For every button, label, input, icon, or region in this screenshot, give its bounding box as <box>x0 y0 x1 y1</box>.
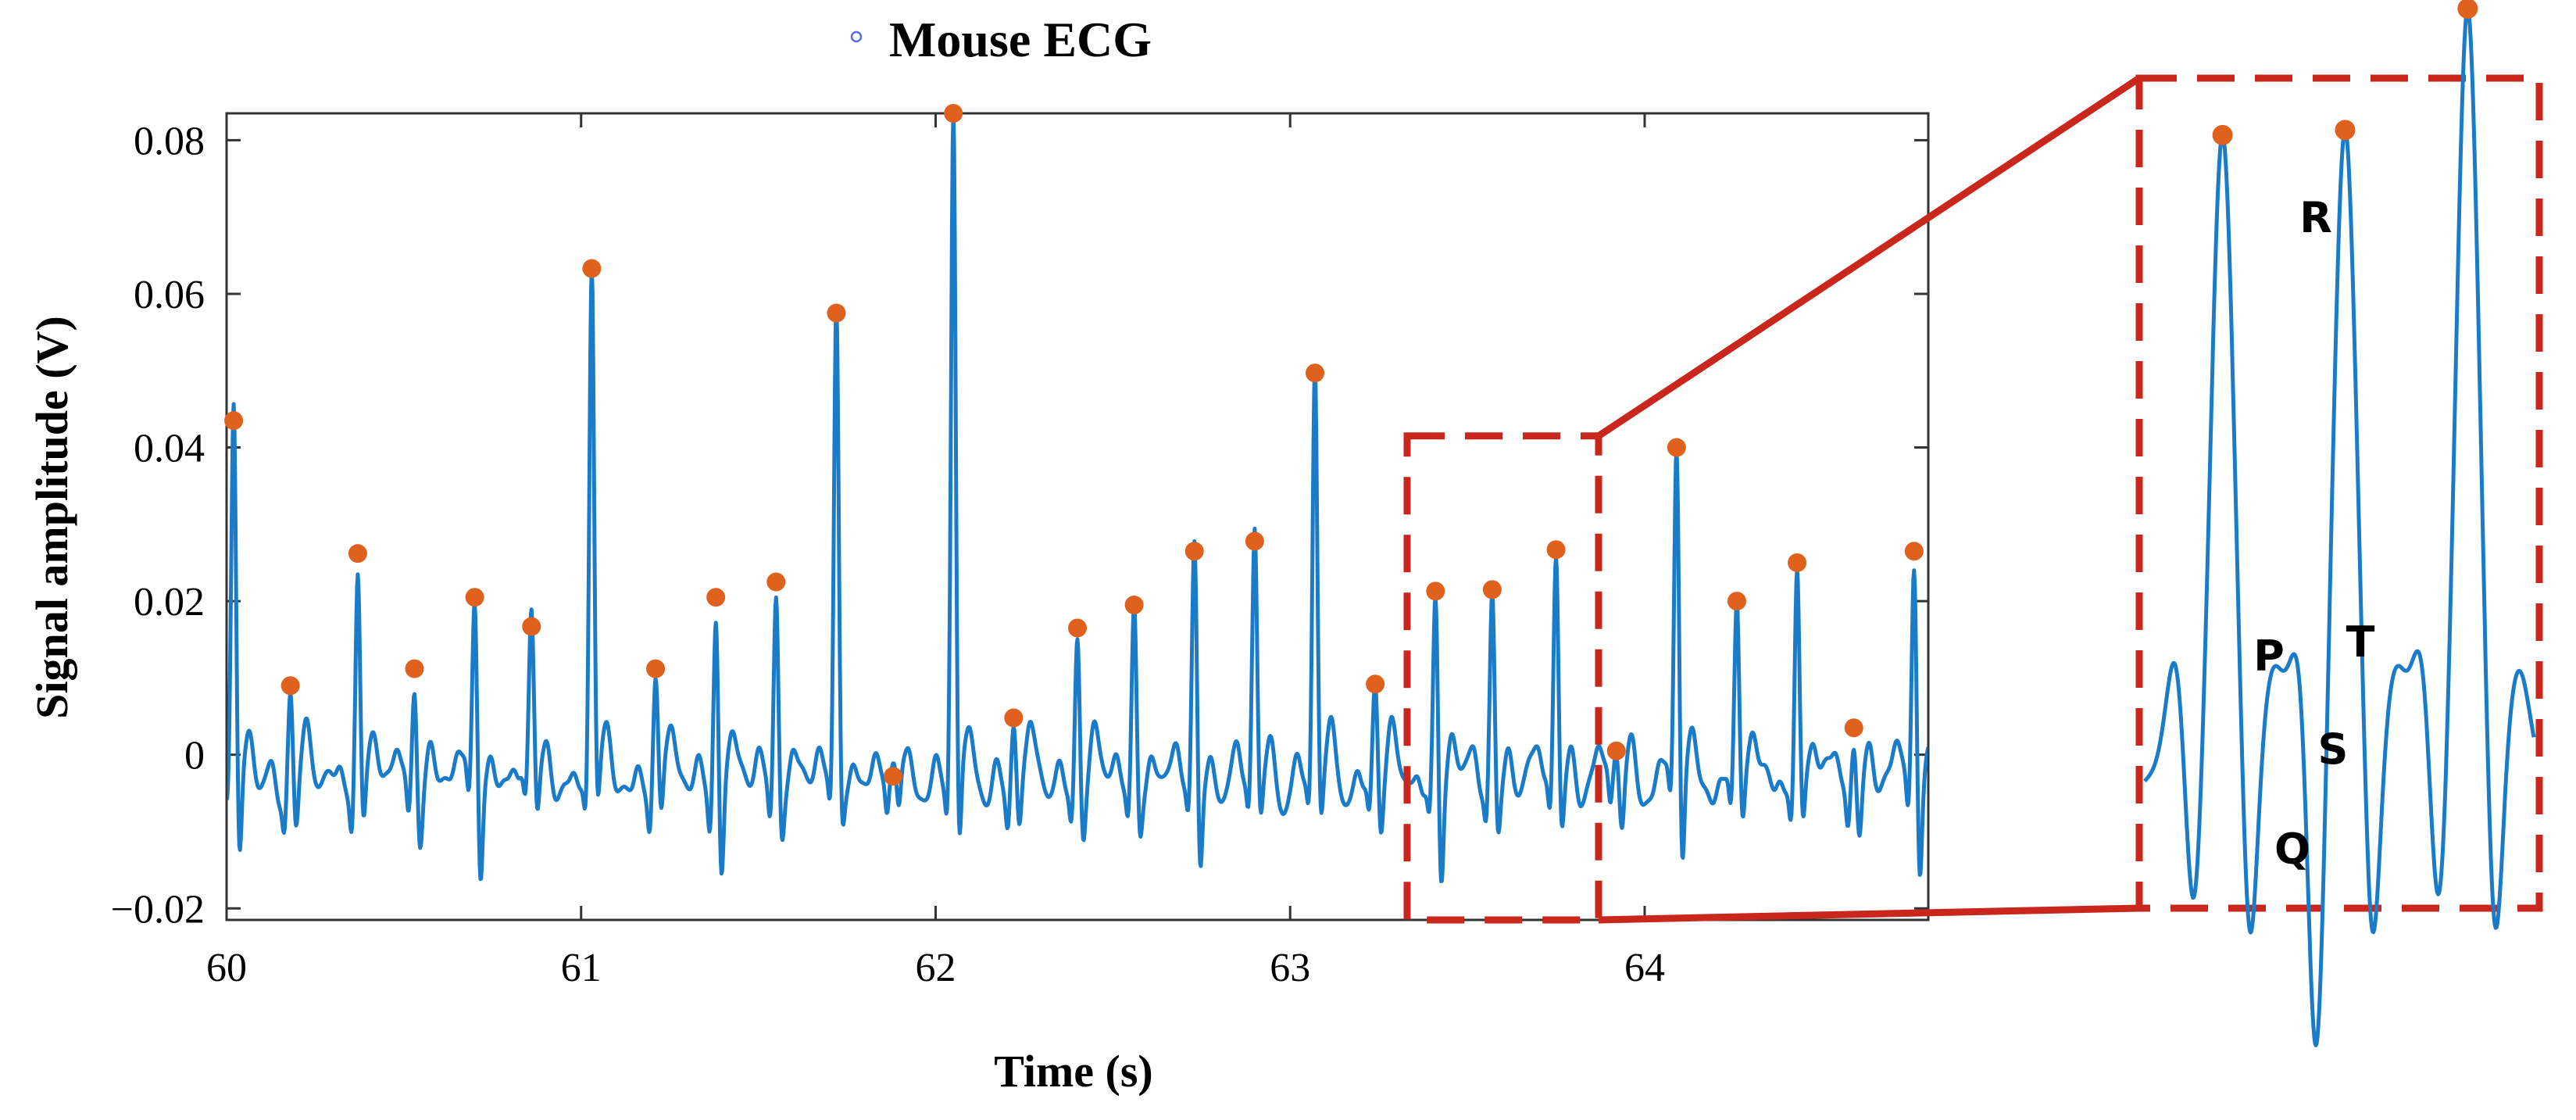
peak-marker <box>884 767 903 786</box>
x-tick-label: 64 <box>1624 946 1665 990</box>
inset-peak-markers <box>2212 0 2478 145</box>
peak-marker <box>766 572 786 592</box>
peak-marker <box>348 544 367 564</box>
legend-marker-icon <box>850 30 863 43</box>
x-tick-label: 60 <box>206 946 247 990</box>
y-tick-label: 0.06 <box>134 273 205 317</box>
peak-marker <box>1788 553 1807 572</box>
peak-marker <box>582 259 602 278</box>
y-tick-label: 0.08 <box>134 119 205 163</box>
peak-marker <box>1844 718 1863 738</box>
peak-marker <box>1124 596 1144 615</box>
inset-peak-marker <box>2335 120 2356 141</box>
peak-marker <box>1426 581 1445 601</box>
x-tick-label: 63 <box>1270 946 1310 990</box>
peak-marker <box>1366 675 1385 694</box>
peak-marker <box>522 617 541 636</box>
peak-marker <box>1306 363 1325 383</box>
peak-marker <box>827 303 846 323</box>
x-tick-label: 61 <box>561 946 602 990</box>
inset-peak-marker <box>2457 0 2478 19</box>
legend: Mouse ECG <box>850 12 1152 67</box>
inset-peak-marker <box>2212 124 2233 145</box>
y-tick-label: 0.02 <box>134 580 205 624</box>
y-tick-label: 0.04 <box>134 427 205 471</box>
peak-marker <box>1245 531 1264 551</box>
peak-marker <box>1068 618 1087 638</box>
r-wave-label: R <box>2299 193 2332 242</box>
ecg-signal-line <box>227 114 1928 883</box>
peak-marker <box>646 659 666 678</box>
peak-marker <box>706 588 726 607</box>
chart-title: Mouse ECG <box>889 12 1152 67</box>
y-tick-label: −0.02 <box>111 887 205 932</box>
peak-marker <box>1004 708 1024 728</box>
peak-marker <box>1727 592 1746 611</box>
y-tick-label: 0 <box>184 734 205 778</box>
q-wave-label: Q <box>2274 825 2310 874</box>
peak-marker <box>1667 438 1686 457</box>
y-axis: 0.08 0.06 0.04 0.02 0 −0.02 <box>111 119 1928 932</box>
peak-marker <box>465 588 484 607</box>
x-axis-label: Time (s) <box>994 1046 1153 1097</box>
peak-marker <box>1482 580 1502 599</box>
peak-marker <box>1904 542 1924 561</box>
peak-marker <box>224 411 244 431</box>
peak-marker <box>280 676 300 696</box>
zoom-connector-bottom <box>1598 904 2140 924</box>
zoom-connector-top <box>1596 75 2142 439</box>
peak-marker <box>944 104 963 123</box>
peak-markers <box>224 104 1924 786</box>
peak-marker <box>1184 542 1204 561</box>
peak-marker <box>1546 540 1566 560</box>
plot-area <box>225 112 1930 921</box>
p-wave-label: P <box>2253 632 2285 681</box>
y-axis-label: Signal amplitude (V) <box>27 316 77 719</box>
peak-marker <box>405 659 424 678</box>
inset-frame <box>2135 74 2543 912</box>
s-wave-label: S <box>2318 725 2349 774</box>
zoom-window <box>1403 432 1602 924</box>
peak-marker <box>1606 741 1626 760</box>
x-axis: 60 61 62 63 64 <box>206 113 1665 990</box>
t-wave-label: T <box>2346 617 2375 667</box>
inset-ecg-line <box>2143 6 2536 1047</box>
x-tick-label: 62 <box>916 946 956 990</box>
